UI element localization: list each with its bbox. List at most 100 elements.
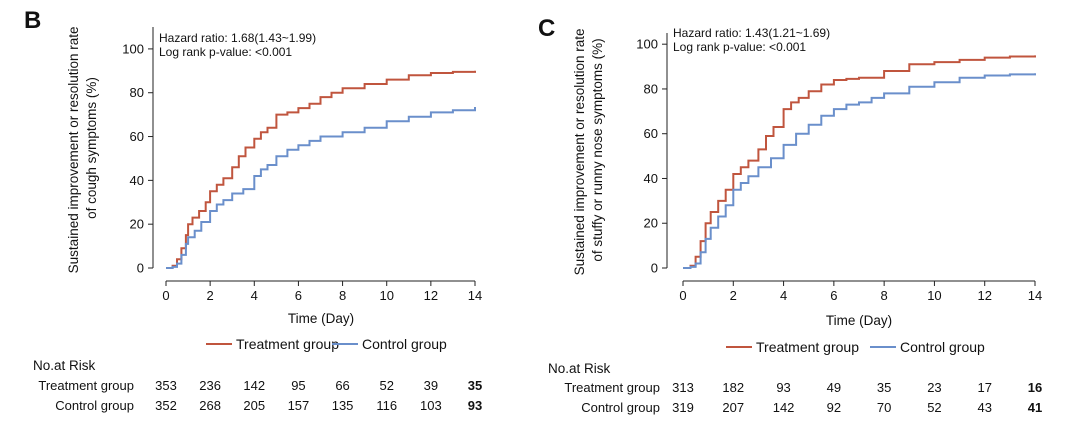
panel-b-x-tick-label: 14 (468, 288, 482, 303)
panel-b-risk-row-label: Control group (55, 398, 134, 413)
panel-c-y-tick-label: 60 (644, 126, 658, 141)
panel-b-x-tick-label: 2 (207, 288, 214, 303)
panel-b-y-ticks: 0 20 40 60 80 100 (122, 41, 153, 276)
panel-c-letter: C (538, 15, 555, 42)
panel-b-risk-value: 52 (379, 378, 393, 393)
panel-b-y-tick-label: 20 (130, 217, 144, 232)
panel-b-risk-value: 142 (243, 378, 265, 393)
panel-c-risk-row-label: Treatment group (564, 380, 660, 395)
panel-b-control-curve (166, 107, 476, 269)
panel-b-risk-value: 103 (420, 398, 442, 413)
panel-c-x-tick-label: 4 (780, 288, 787, 303)
panel-c-curves (683, 55, 1036, 269)
panel-b-hazard-ratio: Hazard ratio: 1.68(1.43~1.99) (159, 31, 316, 45)
panel-c-x-tick-label: 0 (679, 288, 686, 303)
panel-b-x-axis-label: Time (Day) (288, 311, 354, 326)
panel-b-risk-value: 236 (199, 378, 221, 393)
panel-b-treatment-curve (166, 70, 476, 269)
panel-c-risk-value: 16 (1028, 380, 1042, 395)
panel-c-legend: Treatment group Control group (726, 339, 985, 355)
panel-b-risk-title: No.at Risk (33, 358, 96, 373)
panel-c-risk-value: 313 (672, 380, 694, 395)
panel-b-x-tick-label: 6 (295, 288, 302, 303)
panel-b-x-tick-label: 10 (379, 288, 393, 303)
panel-b-risk-value: 157 (288, 398, 310, 413)
panel-b-log-rank-p: Log rank p-value: <0.001 (159, 45, 292, 59)
panel-c-risk-value: 43 (977, 400, 991, 415)
panel-b-risk-value: 35 (468, 378, 482, 393)
panel-b-risk-value: 39 (424, 378, 438, 393)
panel-b-legend-control-label: Control group (362, 336, 447, 352)
panel-b-risk-value: 135 (332, 398, 354, 413)
panel-b-curves (166, 70, 476, 269)
panel-c-risk-value: 35 (877, 380, 891, 395)
panel-b-risk-value: 352 (155, 398, 177, 413)
panel-c-risk-row-label: Control group (581, 400, 660, 415)
panel-c-risk-table: No.at Risk Treatment group Control group… (548, 361, 1042, 415)
panel-c-control-curve (683, 73, 1036, 269)
panel-c-y-tick-label: 40 (644, 171, 658, 186)
panel-c-log-rank-p: Log rank p-value: <0.001 (673, 40, 806, 54)
panel-b-risk-value: 95 (291, 378, 305, 393)
panel-c-risk-values: 313 182 93 49 35 23 17 16 319 207 142 92 70 52 43 41 (672, 380, 1042, 415)
panel-b-risk-row-label: Treatment group (38, 378, 134, 393)
panel-c-x-axis-label: Time (Day) (826, 313, 892, 328)
panel-b-letter: B (24, 7, 41, 34)
panel-b-risk-value: 205 (243, 398, 265, 413)
panel-c-hazard-ratio: Hazard ratio: 1.43(1.21~1.69) (673, 26, 830, 40)
panel-c-x-tick-label: 2 (730, 288, 737, 303)
panel-c-y-tick-label: 20 (644, 216, 658, 231)
panel-c-y-tick-label: 80 (644, 81, 658, 96)
panel-c-y-ticks: 0 20 40 60 80 100 (636, 37, 667, 276)
panel-b-y-tick-label: 100 (122, 41, 144, 56)
panel-c-risk-value: 92 (827, 400, 841, 415)
panel-c-x-tick-label: 14 (1028, 288, 1042, 303)
panel-b-risk-value: 93 (468, 398, 482, 413)
panel-c-x-tick-label: 12 (977, 288, 991, 303)
panel-b-y-tick-label: 60 (130, 129, 144, 144)
panel-b-x-tick-label: 8 (339, 288, 346, 303)
panel-c-risk-value: 319 (672, 400, 694, 415)
panel-b-x-tick-label: 12 (424, 288, 438, 303)
panel-c-x-ticks: 0 2 4 6 8 10 12 14 (679, 281, 1042, 303)
panel-c-y-axis-label-line-2: of stuffy or runny nose symptoms (%) (590, 38, 605, 261)
panel-b-y-tick-label: 40 (130, 173, 144, 188)
panel-c-x-tick-label: 10 (927, 288, 941, 303)
panel-c-legend-control-label: Control group (900, 339, 985, 355)
panel-b: B 0 20 40 60 80 100 0 2 4 6 8 10 12 14 Sustained imp… (24, 7, 482, 413)
panel-b-y-axis-label-line-1: Sustained improvement or resolution rate (66, 26, 81, 273)
panel-c-x-tick-label: 6 (830, 288, 837, 303)
panel-b-risk-table: No.at Risk Treatment group Control group… (33, 358, 482, 413)
panel-b-risk-value: 116 (376, 398, 397, 413)
panel-c-risk-value: 49 (827, 380, 841, 395)
panel-b-risk-value: 353 (155, 378, 177, 393)
panel-b-x-ticks: 0 2 4 6 8 10 12 14 (162, 281, 482, 303)
panel-c-treatment-curve (683, 55, 1036, 269)
panel-c-risk-value: 70 (877, 400, 891, 415)
panel-c: C 0 20 40 60 80 100 0 2 4 6 8 10 12 14 Sustained imp… (538, 15, 1042, 415)
panel-b-y-axis-label-line-2: of cough symptoms (%) (84, 77, 99, 219)
panel-b-y-tick-label: 0 (137, 261, 144, 276)
panel-c-risk-value: 23 (927, 380, 941, 395)
panel-b-legend: Treatment group Control group (206, 336, 447, 352)
panel-c-y-tick-label: 0 (651, 261, 658, 276)
panel-c-y-axis-label-line-1: Sustained improvement or resolution rate (572, 28, 587, 275)
panel-c-risk-value: 182 (722, 380, 744, 395)
panel-b-y-axis-label: Sustained improvement or resolution rate… (66, 23, 99, 274)
panel-b-x-tick-label: 0 (162, 288, 169, 303)
panel-c-risk-value: 93 (776, 380, 790, 395)
panel-c-risk-value: 207 (722, 400, 744, 415)
panel-b-x-tick-label: 4 (251, 288, 258, 303)
panel-c-y-axis-label: Sustained improvement or resolution rate… (572, 25, 605, 276)
panel-b-risk-value: 268 (199, 398, 221, 413)
panel-c-risk-value: 41 (1028, 400, 1042, 415)
panel-b-risk-value: 66 (335, 378, 349, 393)
panel-c-y-tick-label: 100 (636, 37, 658, 52)
panel-b-y-tick-label: 80 (130, 85, 144, 100)
panel-c-risk-title: No.at Risk (548, 361, 611, 376)
panel-b-legend-treatment-label: Treatment group (236, 336, 339, 352)
panel-c-x-tick-label: 8 (881, 288, 888, 303)
panel-c-risk-value: 52 (927, 400, 941, 415)
panel-c-risk-value: 142 (773, 400, 795, 415)
